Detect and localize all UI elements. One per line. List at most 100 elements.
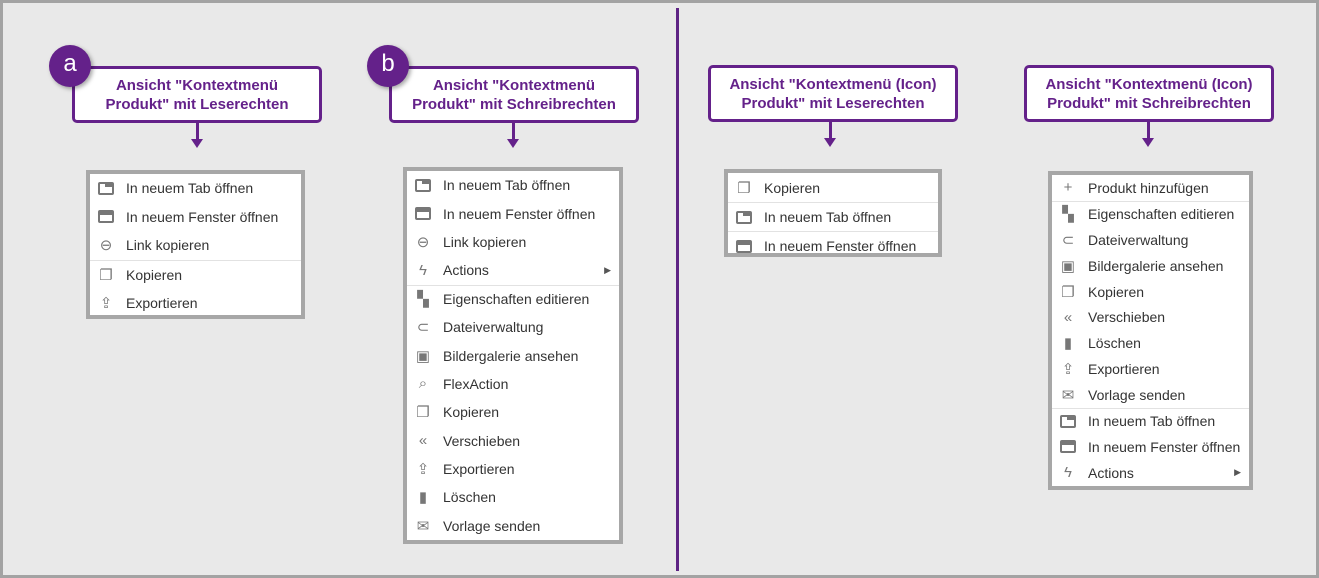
callout-title-line: Produkt" mit Leserechten [105, 96, 289, 113]
menu-item-label: Löschen [1088, 335, 1141, 352]
callout-title-line: Ansicht "Kontextmenü [115, 77, 279, 94]
menu-item[interactable]: In neuem Fenster öffnen [90, 203, 301, 232]
menu-item-label: FlexAction [443, 375, 509, 392]
paperclip-icon: ⊂ [416, 319, 430, 337]
window-icon [734, 236, 754, 256]
menu-item[interactable]: ⊂ Dateiverwaltung [407, 313, 619, 341]
menu-item[interactable]: ⇪ Exportieren [407, 455, 619, 483]
menu-item[interactable]: ⊂ Dateiverwaltung [1052, 227, 1249, 253]
menu-item-label: Kopieren [1088, 283, 1145, 300]
copy-icon: ❐ [99, 266, 113, 284]
menu-item[interactable]: ▮ Löschen [1052, 330, 1249, 356]
context-menu-c: ❐ Kopieren In neuem Tab öffnen In neuem Fen… [724, 169, 942, 257]
tab-icon [1058, 411, 1078, 431]
callout-title-line: Produkt" mit Schreibrechten [1047, 95, 1251, 112]
menu-item[interactable]: ❐ Kopieren [728, 173, 938, 202]
menu-item[interactable]: ▚ Eigenschaften editieren [1052, 200, 1249, 227]
trash-icon: ▮ [418, 489, 428, 507]
menu-item-label: Kopieren [126, 266, 183, 283]
badge-a: a [49, 45, 91, 87]
export-icon: ⇪ [1061, 361, 1075, 379]
menu-item[interactable]: ❐ Kopieren [407, 398, 619, 426]
submenu-arrow-icon: ▶ [604, 264, 611, 275]
menu-item[interactable]: + Produkt hinzufügen [1052, 175, 1249, 201]
context-menu-d: + Produkt hinzufügen ▚ Eigenschaften editie… [1048, 171, 1253, 490]
arrow-down-icon [1142, 122, 1154, 147]
menu-item-label: Actions [1088, 464, 1134, 481]
callout-title-line: Produkt" mit Leserechten [741, 95, 925, 112]
arrow-down-icon [507, 123, 519, 148]
menu-item-label: Exportieren [1088, 361, 1160, 378]
paperclip-icon: ⊂ [1061, 231, 1075, 249]
menu-item[interactable]: In neuem Tab öffnen [407, 171, 619, 199]
menu-item[interactable]: ❐ Kopieren [1052, 279, 1249, 305]
menu-item[interactable]: In neuem Tab öffnen [728, 202, 938, 231]
callout-title-line: Ansicht "Kontextmenü (Icon) [1045, 76, 1253, 93]
context-menu-a: In neuem Tab öffnen In neuem Fenster öffn… [86, 170, 305, 319]
separator-line [676, 8, 679, 571]
menu-item-label: Actions [443, 262, 489, 279]
reply-all-icon: « [1063, 308, 1073, 326]
menu-item[interactable]: ✉ Vorlage senden [407, 512, 619, 540]
tab-icon [413, 175, 433, 195]
menu-item[interactable]: ⇪ Exportieren [1052, 356, 1249, 382]
menu-item-label: Produkt hinzufügen [1088, 179, 1209, 196]
menu-item[interactable]: ❐ Kopieren [90, 259, 301, 289]
menu-item-label: Dateiverwaltung [443, 319, 544, 336]
menu-item-label: In neuem Fenster öffnen [764, 238, 917, 254]
tab-icon [734, 207, 754, 227]
tab-icon [96, 178, 116, 198]
menu-item[interactable]: ⇪ Exportieren [90, 288, 301, 317]
menu-item[interactable]: ϟ Actions ▶ [1052, 460, 1249, 486]
menu-item[interactable]: ▣ Bildergalerie ansehen [407, 341, 619, 369]
properties-icon: ▚ [417, 291, 429, 309]
menu-item[interactable]: In neuem Fenster öffnen [728, 231, 938, 260]
menu-item[interactable]: ⊖ Link kopieren [90, 231, 301, 260]
menu-item-label: Link kopieren [126, 237, 210, 254]
menu-item-label: Exportieren [443, 461, 515, 478]
menu-item[interactable]: In neuem Tab öffnen [1052, 408, 1249, 434]
menu-item-label: Dateiverwaltung [1088, 231, 1189, 248]
callout-d: Ansicht "Kontextmenü (Icon) Produkt" mit … [1024, 65, 1274, 122]
menu-item[interactable]: « Verschieben [1052, 304, 1249, 330]
bolt-icon: ϟ [1064, 464, 1072, 482]
menu-item-label: In neuem Tab öffnen [126, 180, 254, 197]
menu-item[interactable]: ▣ Bildergalerie ansehen [1052, 253, 1249, 279]
menu-item[interactable]: ⊖ Link kopieren [407, 228, 619, 256]
window-icon [96, 207, 116, 227]
menu-item[interactable]: ▮ Löschen [407, 483, 619, 511]
menu-item[interactable]: ⌕ FlexAction [407, 370, 619, 398]
menu-item-label: Eigenschaften editieren [443, 291, 590, 308]
export-icon: ⇪ [99, 294, 113, 312]
menu-item-label: In neuem Fenster öffnen [126, 208, 279, 225]
window-icon [1058, 437, 1078, 457]
send-mail-icon: ✉ [416, 517, 430, 535]
menu-item[interactable]: ✉ Vorlage senden [1052, 382, 1249, 408]
bolt-icon: ϟ [419, 261, 427, 279]
menu-item-label: Bildergalerie ansehen [1088, 257, 1224, 274]
context-menu-b: In neuem Tab öffnen In neuem Fenster öffn… [403, 167, 623, 544]
menu-item[interactable]: ϟ Actions ▶ [407, 256, 619, 284]
search-box-icon: ⌕ [418, 375, 428, 393]
callout-a: Ansicht "Kontextmenü Produkt" mit Leserec… [72, 66, 322, 123]
export-icon: ⇪ [416, 461, 430, 479]
callout-title-line: Ansicht "Kontextmenü [432, 77, 596, 94]
menu-item-label: Bildergalerie ansehen [443, 347, 579, 364]
image-icon: ▣ [415, 347, 431, 365]
callout-c: Ansicht "Kontextmenü (Icon) Produkt" mit … [708, 65, 958, 122]
menu-item[interactable]: In neuem Fenster öffnen [1052, 434, 1249, 460]
arrow-down-icon [824, 122, 836, 147]
menu-item-label: Kopieren [443, 404, 500, 421]
menu-item-label: Verschieben [1088, 309, 1166, 326]
menu-item-label: In neuem Tab öffnen [764, 209, 892, 225]
menu-item[interactable]: In neuem Fenster öffnen [407, 199, 619, 227]
copy-icon: ❐ [416, 404, 430, 422]
submenu-arrow-icon: ▶ [1234, 467, 1241, 478]
menu-item-label: In neuem Fenster öffnen [443, 205, 596, 222]
menu-item-label: Link kopieren [443, 233, 527, 250]
menu-item[interactable]: In neuem Tab öffnen [90, 174, 301, 203]
menu-item[interactable]: ▚ Eigenschaften editieren [407, 284, 619, 313]
menu-item[interactable]: « Verschieben [407, 427, 619, 455]
menu-item-label: Vorlage senden [1088, 387, 1186, 404]
